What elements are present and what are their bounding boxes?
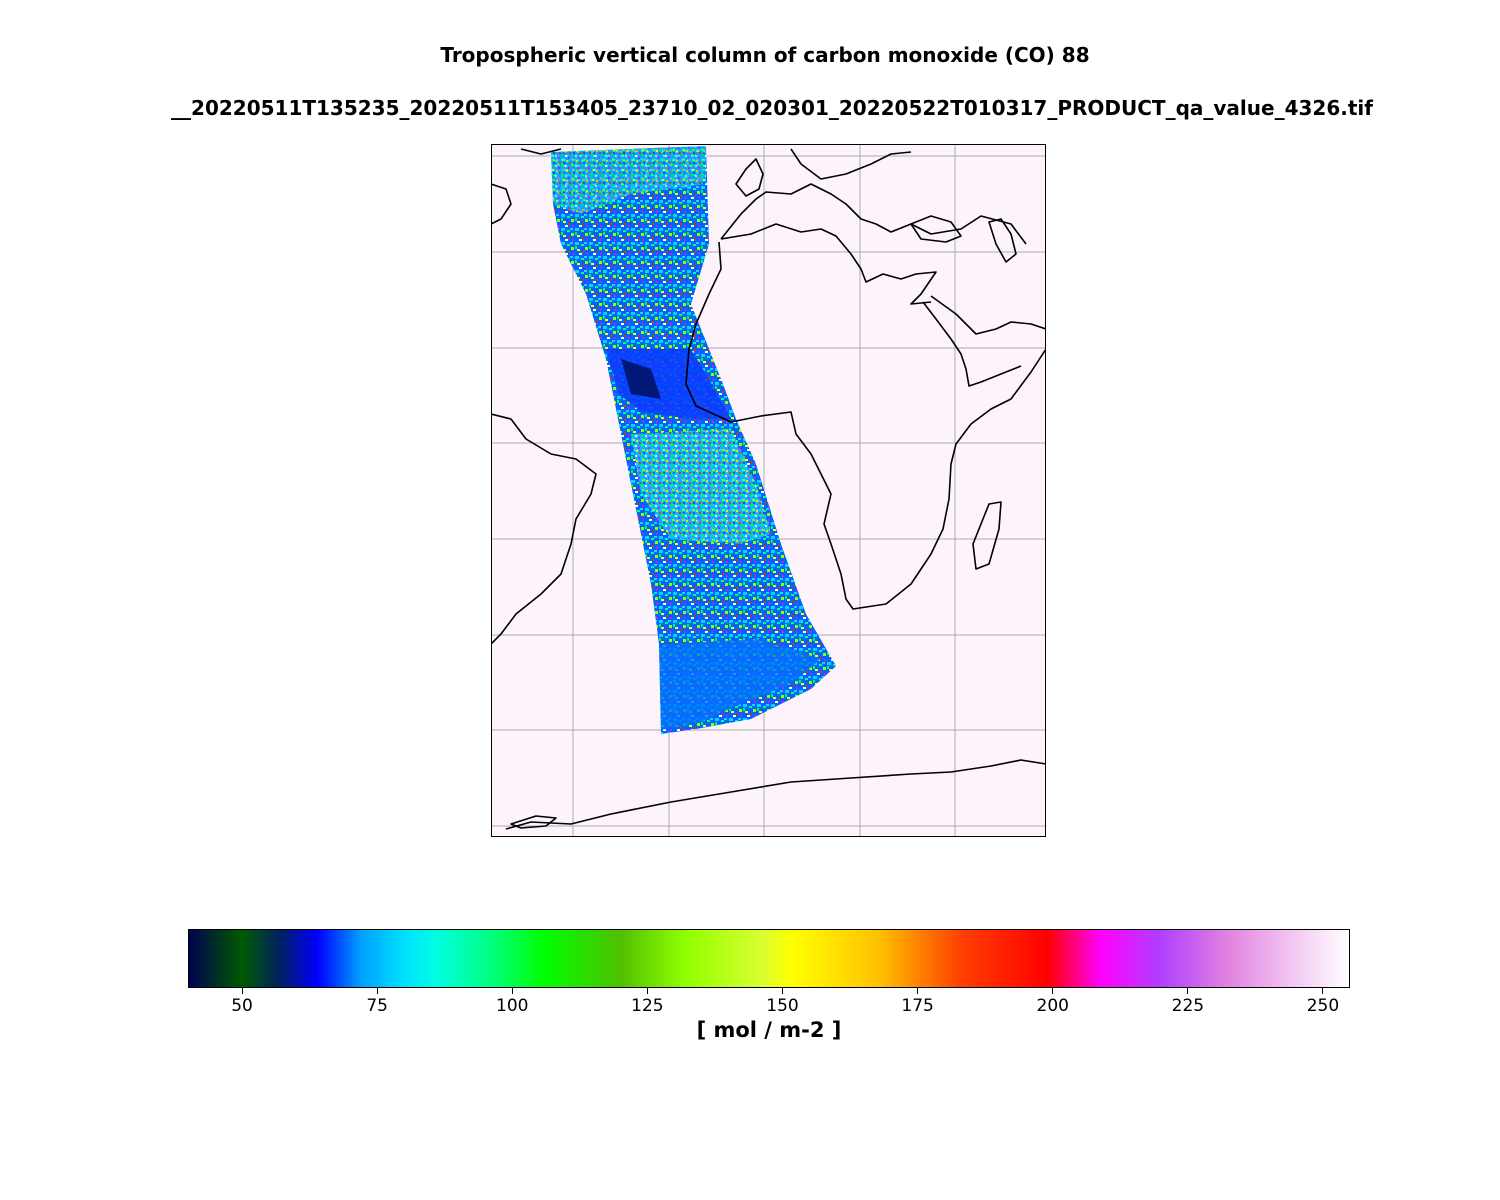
- coastline-scandinavia: [790, 148, 912, 180]
- coastline-iberia-north-africa: [720, 223, 937, 305]
- colorbar-tick-label: 75: [366, 996, 388, 1016]
- coastline-africa: [685, 241, 1047, 610]
- colorbar-tick-label: 200: [1036, 996, 1069, 1016]
- colorbar: [188, 929, 1350, 988]
- coastline-madagascar: [972, 501, 1002, 570]
- coastline-red-sea: [922, 301, 1022, 387]
- coastline-south-america: [490, 413, 597, 645]
- swath-very-low-region: [621, 359, 661, 399]
- map-panel: [490, 144, 1047, 837]
- map-border: [491, 144, 1046, 837]
- colorbar-tick-label: 100: [496, 996, 529, 1016]
- colorbar-tick-label: 175: [901, 996, 934, 1016]
- swath-southern-region: [659, 639, 821, 730]
- colorbar-svg: [188, 929, 1350, 988]
- colorbar-tick-mark: [511, 988, 513, 994]
- colorbar-tick-mark: [646, 988, 648, 994]
- colorbar-tick-label: 125: [631, 996, 664, 1016]
- coastline-arabia: [930, 295, 1047, 335]
- colorbar-unit-label: [ mol / m-2 ]: [696, 1018, 842, 1042]
- colorbar-border: [188, 929, 1350, 988]
- colorbar-tick-mark: [376, 988, 378, 994]
- coastline-europe: [720, 183, 1027, 245]
- map-canvas: [490, 144, 1047, 837]
- coastline-black-sea: [910, 215, 962, 243]
- colorbar-tick-label: 50: [231, 996, 253, 1016]
- colorbar-tick-mark: [1322, 988, 1324, 994]
- swath-high-co-region: [631, 429, 771, 544]
- coastline-antarctic-peninsula: [510, 815, 557, 829]
- figure-subtitle-filename: __20220511T135235_20220511T153405_23710_…: [171, 96, 1373, 120]
- colorbar-tick-mark: [1187, 988, 1189, 994]
- colorbar-tick-label: 150: [766, 996, 799, 1016]
- figure-title: Tropospheric vertical column of carbon m…: [440, 43, 1090, 67]
- coastline-caspian: [988, 218, 1017, 263]
- coastlines: [490, 148, 1047, 830]
- colorbar-tick-label: 225: [1171, 996, 1205, 1016]
- colorbar-fill: [188, 929, 1350, 988]
- colorbar-tick-mark: [241, 988, 243, 994]
- swath-northern-region: [551, 146, 706, 214]
- colorbar-tick-mark: [1052, 988, 1054, 994]
- colorbar-tick-mark: [782, 988, 783, 994]
- coastline-antarctica: [505, 759, 1047, 830]
- co-swath: [551, 146, 836, 734]
- colorbar-tick-mark: [917, 988, 919, 994]
- coastline-greenland-north: [520, 148, 562, 155]
- coastline-british-isles: [735, 158, 764, 197]
- coastline-north-america: [490, 183, 512, 225]
- colorbar-tick-label: 250: [1306, 996, 1340, 1016]
